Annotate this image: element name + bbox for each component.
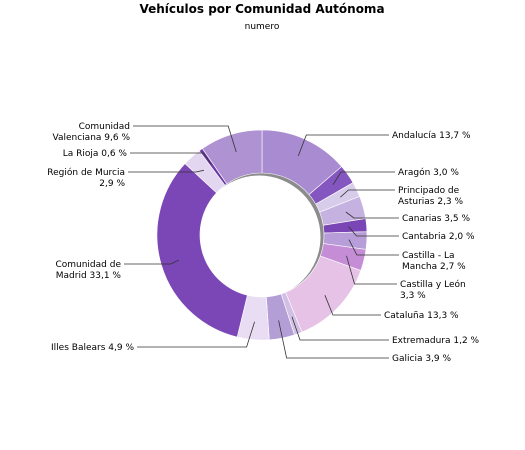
leader-line-andalucia — [297, 134, 389, 157]
label-castilla-la-mancha: Castilla - La Mancha 2,7 % — [402, 251, 466, 272]
label-cataluna: Cataluña 13,3 % — [384, 311, 459, 321]
leader-line-aragon — [332, 171, 395, 186]
labels-group: Andalucía 13,7 % Aragón 3,0 % Principado d… — [47, 122, 479, 364]
chart-subtitle: numero — [245, 22, 280, 32]
slices-group — [156, 129, 368, 341]
label-castilla-y-leon: Castilla y León 3,3 % — [400, 279, 466, 301]
leader-line-region-de-murcia — [128, 169, 204, 173]
label-principado-de-asturias: Principado de Asturias 2,3 % — [398, 186, 464, 207]
label-region-de-murcia: Región de Murcia 2,9 % — [47, 167, 125, 189]
label-extremadura: Extremadura 1,2 % — [392, 336, 480, 346]
leader-line-extremadura — [291, 316, 389, 341]
label-andalucia: Andalucía 13,7 % — [392, 131, 471, 141]
label-aragon: Aragón 3,0 % — [398, 167, 459, 178]
leader-line-castilla-y-leon — [346, 255, 397, 285]
label-la-rioja: La Rioja 0,6 % — [63, 149, 128, 159]
label-cantabria: Cantabria 2,0 % — [402, 232, 475, 242]
leader-line-castilla-la-mancha — [348, 239, 399, 256]
leader-line-canarias — [345, 211, 399, 219]
label-illes-balears: Illes Balears 4,9 % — [51, 343, 134, 353]
label-canarias: Canarias 3,5 % — [402, 214, 470, 224]
leader-line-principado-de-asturias — [340, 189, 395, 198]
label-comunidad-valenciana: Comunidad Valenciana 9,6 % — [53, 122, 131, 143]
chart-title: Vehículos por Comunidad Autónoma — [139, 2, 384, 16]
leader-line-illes-balears — [137, 321, 255, 348]
leader-line-galicia — [278, 320, 389, 359]
leader-line-cantabria — [348, 226, 399, 237]
leader-line-comunidad-valenciana — [133, 125, 237, 153]
leader-line-cataluna — [324, 295, 381, 316]
label-galicia: Galicia 3,9 % — [392, 354, 451, 364]
slice-comunidad-de-madrid — [156, 163, 248, 338]
leader-line-la-rioja — [130, 152, 212, 165]
leader-line-comunidad-de-madrid — [124, 259, 179, 265]
slice-comunidad-valenciana — [202, 129, 263, 185]
label-comunidad-de-madrid: Comunidad de Madrid 33,1 % — [55, 260, 121, 281]
